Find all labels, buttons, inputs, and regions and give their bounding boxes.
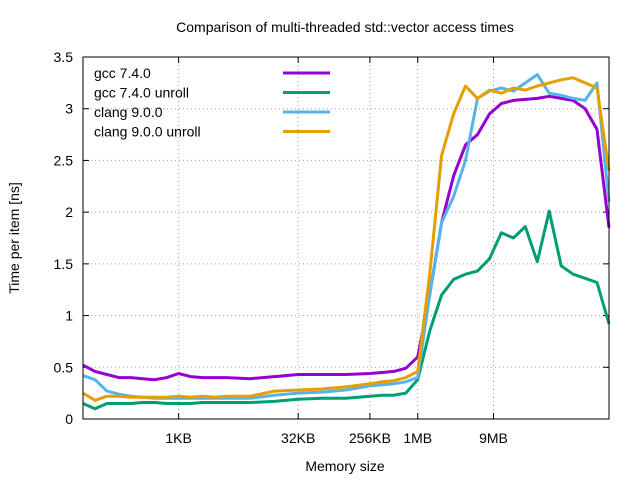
y-tick-label: 3 — [65, 101, 73, 117]
series-lines — [82, 73, 611, 411]
grid-lines — [83, 57, 609, 419]
legend-label: gcc 7.4.0 unroll — [94, 85, 189, 101]
y-tick-label: 0 — [65, 411, 73, 427]
legend-label: clang 9.0.0 unroll — [94, 124, 201, 140]
x-tick-label: 1MB — [403, 430, 432, 446]
legend-label: clang 9.0.0 — [94, 104, 163, 120]
y-tick-label: 1 — [65, 308, 73, 324]
x-tick-label: 32KB — [281, 430, 315, 446]
legend-label: gcc 7.4.0 — [94, 65, 151, 81]
series-line-gcc-7-4-0 — [82, 94, 611, 382]
y-tick-label: 0.5 — [54, 359, 74, 375]
legend: gcc 7.4.0 gcc 7.4.0 unroll clang 9.0.0 clan… — [94, 65, 330, 140]
x-axis-label: Memory size — [305, 458, 385, 474]
series-line-clang-9-0-0-unroll — [82, 76, 611, 402]
x-tick-label: 256KB — [349, 430, 391, 446]
x-tick-label: 9MB — [479, 430, 508, 446]
plot-frame — [82, 56, 610, 420]
y-tick-label: 1.5 — [54, 256, 74, 272]
y-tick-label: 2 — [65, 204, 73, 220]
series-line-gcc-7-4-0-unroll — [82, 209, 611, 411]
tick-labels: 0 0.5 1 1.5 2 2.5 3 3.5 1KB 32KB 256KB 1MB 9MB — [54, 49, 508, 446]
y-tick-label: 3.5 — [54, 49, 74, 65]
y-tick-label: 2.5 — [54, 152, 74, 168]
x-tick-label: 1KB — [165, 430, 191, 446]
chart-title: Comparison of multi-threaded std::vector… — [176, 19, 514, 35]
y-axis-label: Time per item [ns] — [6, 182, 22, 294]
